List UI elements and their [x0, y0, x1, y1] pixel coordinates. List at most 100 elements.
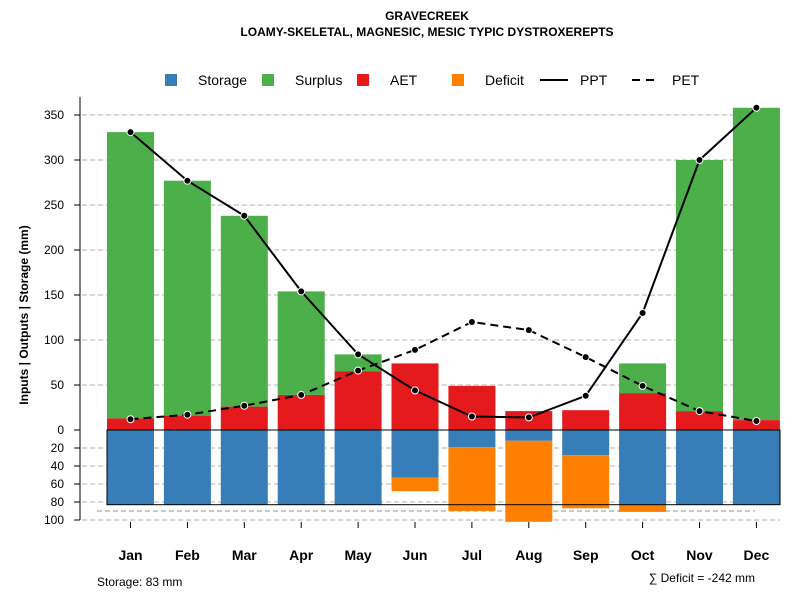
storage-bar [220, 430, 268, 505]
y-tick-label-lower: 60 [51, 477, 65, 491]
y-tick-label-upper: 100 [44, 333, 64, 347]
pet-point [240, 401, 249, 410]
storage-bar [277, 430, 325, 505]
y-tick-label-upper: 50 [51, 378, 65, 392]
aet-bar [277, 394, 325, 430]
ppt-point [411, 386, 419, 395]
y-tick-label-upper: 350 [44, 108, 64, 122]
storage-bar [107, 430, 154, 505]
ppt-point [467, 412, 476, 421]
ppt-point [126, 128, 135, 137]
surplus-bar [676, 160, 723, 412]
x-tick-label: Jan [118, 547, 142, 563]
surplus-bar [277, 291, 325, 395]
pet-point [695, 407, 704, 416]
ppt-point [695, 156, 704, 164]
storage-bar [619, 430, 667, 505]
x-tick-label: Oct [631, 547, 655, 563]
storage-bar [163, 430, 211, 505]
y-tick-label-lower: 100 [44, 513, 64, 527]
ppt-point [183, 176, 192, 185]
y-tick-label-lower: 40 [51, 459, 65, 473]
legend: Storage Surplus AET Deficit PPT PET [165, 72, 700, 88]
x-tick-label: Apr [289, 547, 314, 563]
pet-point [752, 417, 761, 425]
y-tick-label-upper: 200 [44, 243, 64, 257]
aet-bar [676, 411, 723, 430]
x-tick-label: Mar [232, 547, 257, 563]
ppt-point [524, 413, 533, 422]
axes: 0 50 100 150 200 250 300 350 20 40 60 80 100 Jan Feb Ma… [44, 97, 781, 563]
x-tick-label: Jul [462, 547, 482, 563]
ppt-point [240, 211, 249, 220]
deficit-bar [619, 504, 667, 512]
chart-title: GRAVECREEK [385, 9, 469, 23]
storage-bar [334, 430, 382, 505]
x-tick-label: Dec [744, 547, 770, 563]
x-tick-label: Feb [175, 547, 200, 563]
y-tick-label-lower: 80 [51, 495, 65, 509]
legend-swatch-storage [165, 74, 177, 86]
surplus-bar [334, 354, 382, 372]
storage-bar [676, 430, 723, 505]
deficit-bar [562, 455, 610, 509]
ppt-point [581, 391, 590, 400]
x-tick-label: Jun [403, 547, 428, 563]
x-tick-label: Aug [515, 547, 542, 563]
pet-point [467, 318, 476, 326]
aet-bar [619, 393, 667, 430]
legend-label-aet: AET [390, 72, 418, 88]
ppt-point [297, 287, 306, 296]
storage-bar [391, 430, 439, 478]
surplus-bar [732, 107, 780, 421]
aet-bar [220, 406, 268, 430]
aet-bar [163, 415, 211, 430]
deficit-bar [505, 440, 553, 522]
pet-point [411, 345, 419, 354]
aet-bar [107, 418, 154, 430]
y-tick-label-lower: 20 [51, 441, 65, 455]
storage-note: Storage: 83 mm [97, 575, 182, 589]
bars [107, 107, 780, 522]
pet-point [183, 410, 192, 419]
legend-label-surplus: Surplus [295, 72, 342, 88]
pet-point [297, 390, 306, 399]
x-tick-label: Nov [686, 547, 713, 563]
aet-bar [391, 363, 439, 430]
legend-swatch-deficit [452, 74, 464, 86]
legend-label-ppt: PPT [580, 72, 608, 88]
y-tick-label-upper: 0 [57, 423, 64, 437]
ppt-point [752, 103, 761, 112]
legend-label-storage: Storage [198, 72, 247, 88]
storage-bar [732, 430, 780, 505]
x-tick-label: May [344, 547, 371, 563]
ppt-line [129, 107, 758, 419]
legend-swatch-aet [357, 74, 369, 86]
surplus-bar [220, 215, 268, 407]
legend-swatch-surplus [262, 74, 274, 86]
aet-bar [562, 410, 610, 430]
pet-line [130, 320, 757, 422]
aet-bar [334, 371, 382, 430]
pet-point [581, 353, 590, 362]
ppt-point [354, 350, 363, 359]
storage-bar [505, 430, 553, 441]
storage-bar [562, 430, 610, 456]
ppt-point [638, 309, 647, 317]
surplus-bar [107, 132, 154, 419]
deficit-note: ∑ Deficit = -242 mm [649, 571, 755, 585]
storage-bar [448, 430, 496, 448]
y-tick-label-upper: 150 [44, 288, 64, 302]
legend-label-deficit: Deficit [485, 72, 524, 88]
y-tick-label-upper: 250 [44, 198, 64, 212]
pet-point [524, 326, 533, 335]
legend-label-pet: PET [672, 72, 700, 88]
aet-bar [732, 420, 780, 430]
y-tick-label-upper: 300 [44, 153, 64, 167]
lines [126, 103, 761, 425]
x-tick-label: Sep [573, 547, 599, 563]
y-axis-label: Inputs | Outputs | Storage (mm) [17, 225, 31, 404]
pet-point [354, 366, 363, 375]
pet-point [638, 381, 647, 390]
